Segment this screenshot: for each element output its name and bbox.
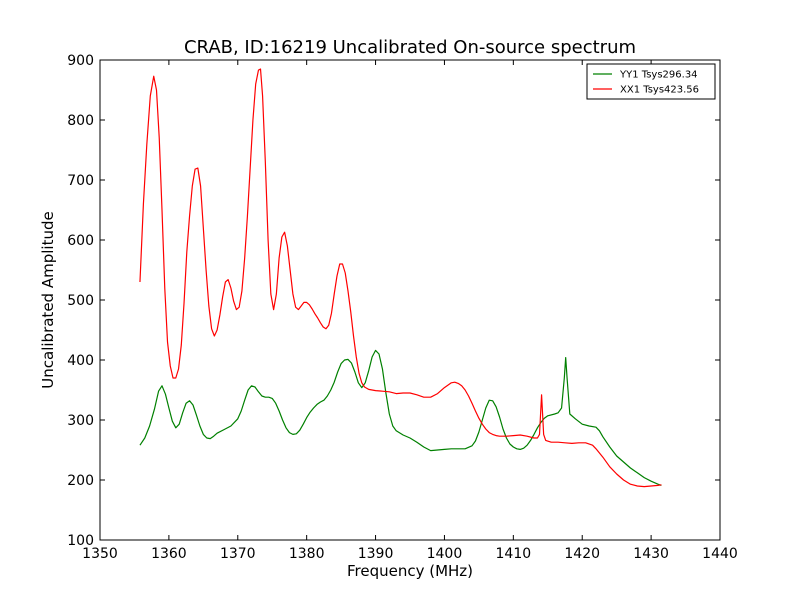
x-tick-label: 1370 (220, 546, 256, 562)
x-tick-label: 1410 (496, 546, 532, 562)
legend-label-1: YY1 Tsys296.34 (619, 70, 698, 81)
x-axis-label: Frequency (MHz) (347, 562, 473, 580)
series-line-2 (139, 68, 662, 488)
y-tick-label: 800 (67, 113, 94, 129)
y-axis-ticks: 100 200 300 400 500 600 700 800 900 (67, 53, 720, 549)
plot-background (100, 60, 720, 540)
x-tick-label: 1350 (82, 546, 118, 562)
legend-box (586, 63, 716, 100)
y-tick-label: 900 (67, 53, 94, 69)
x-tick-label: 1420 (564, 546, 600, 562)
legend: YY1 Tsys296.34 XX1 Tsys423.56 (586, 63, 716, 100)
y-tick-label: 100 (67, 533, 94, 549)
legend-label-2: XX1 Tsys423.56 (620, 85, 699, 96)
plot-area (99, 59, 721, 541)
x-axis-ticks: 1350 1360 1370 1380 1390 1400 1410 1420 1430 1440 (82, 60, 738, 562)
x-tick-label: 1440 (702, 546, 738, 562)
y-tick-label: 700 (67, 173, 94, 189)
y-tick-label: 500 (67, 293, 94, 309)
chart-title: CRAB, ID:16219 Uncalibrated On-source sp… (184, 37, 636, 58)
y-tick-label: 300 (67, 413, 94, 429)
y-tick-label: 400 (67, 353, 94, 369)
y-tick-label: 200 (67, 473, 94, 489)
x-tick-label: 1430 (633, 546, 669, 562)
y-tick-label: 600 (67, 233, 94, 249)
series-layer (139, 68, 662, 488)
x-tick-label: 1360 (151, 546, 187, 562)
x-tick-label: 1380 (289, 546, 325, 562)
x-tick-label: 1400 (427, 546, 463, 562)
y-axis-label: Uncalibrated Amplitude (39, 211, 57, 388)
series-line-1 (139, 349, 662, 486)
x-tick-label: 1390 (358, 546, 394, 562)
